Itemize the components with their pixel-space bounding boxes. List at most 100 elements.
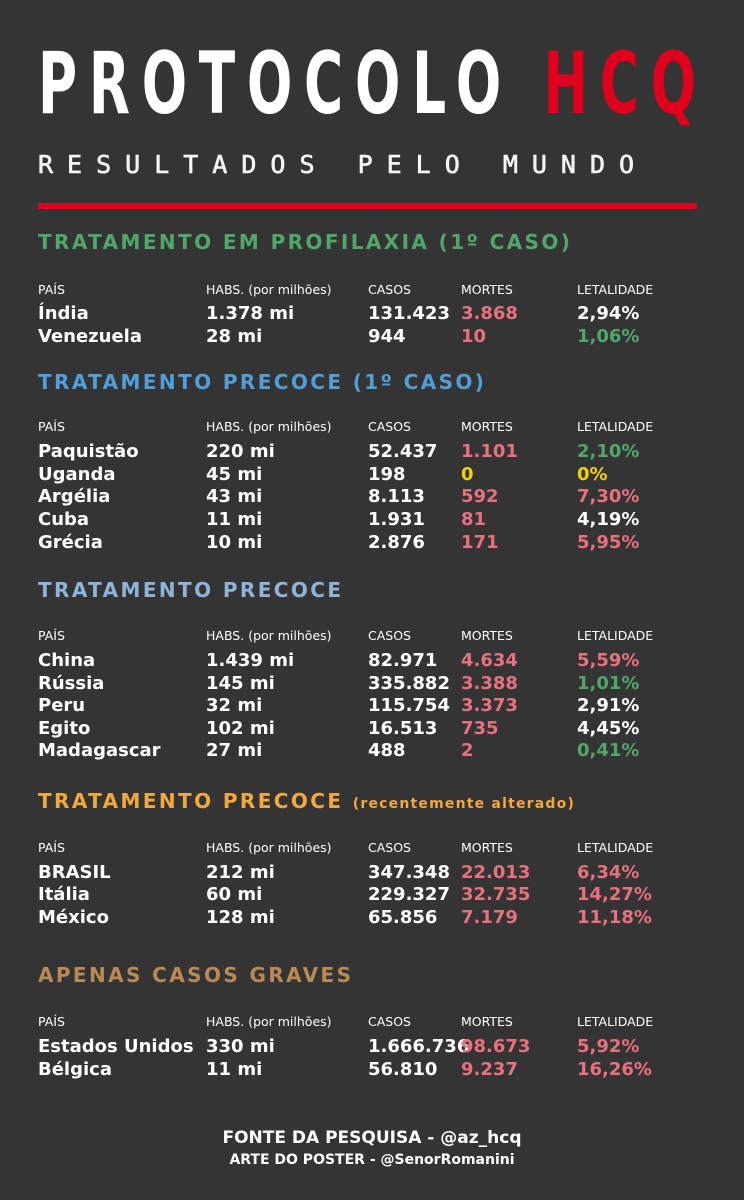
section-title-text: APENAS CASOS GRAVES [38,963,354,987]
table-row: Argélia 43 mi 8.113 592 7,30% [0,486,744,508]
section-title-note: (recentemente alterado) [352,796,576,812]
header-habs: HABS. (por milhões) [206,840,332,855]
cell-pais: Cuba [38,509,90,530]
cell-casos: 1.666.736 [368,1036,470,1057]
cell-pais: Estados Unidos [38,1036,194,1057]
cell-habs: 330 mi [206,1036,275,1057]
table-row: Itália 60 mi 229.327 32.735 14,27% [0,884,744,906]
header-letalidade: LETALIDADE [577,1014,654,1029]
cell-mortes: 3.388 [461,673,518,694]
header-mortes: MORTES [461,419,513,434]
cell-letalidade: 6,34% [577,862,640,883]
cell-mortes: 592 [461,486,499,507]
cell-mortes: 3.868 [461,303,518,324]
table-row: México 128 mi 65.856 7.179 11,18% [0,907,744,929]
table-header: PAÍS HABS. (por milhões) CASOS MORTES LE… [0,840,744,856]
header-casos: CASOS [368,282,411,297]
cell-habs: 43 mi [206,486,263,507]
cell-pais: Grécia [38,532,103,553]
header-pais: PAÍS [38,419,65,434]
table-header: PAÍS HABS. (por milhões) CASOS MORTES LE… [0,1014,744,1030]
section-title-casos-graves: APENAS CASOS GRAVES [38,963,353,987]
header-casos: CASOS [368,1014,411,1029]
cell-casos: 2.876 [368,532,425,553]
footer-art-credit: ARTE DO POSTER - @SenorRomanini [229,1152,515,1168]
header-mortes: MORTES [461,1014,513,1029]
header-pais: PAÍS [38,1014,65,1029]
cell-habs: 102 mi [206,718,275,739]
cell-letalidade: 5,95% [577,532,640,553]
table-row: Paquistão 220 mi 52.437 1.101 2,10% [0,441,744,463]
cell-casos: 335.882 [368,673,450,694]
section-title-text: TRATAMENTO PRECOCE [38,789,344,813]
cell-mortes: 0 [461,464,474,485]
cell-letalidade: 1,01% [577,673,640,694]
table-row: Estados Unidos 330 mi 1.666.736 98.673 5… [0,1036,744,1058]
cell-mortes: 171 [461,532,499,553]
cell-mortes: 22.013 [461,862,531,883]
cell-casos: 82.971 [368,650,438,671]
cell-pais: Índia [38,303,89,324]
cell-mortes: 4.634 [461,650,518,671]
cell-habs: 1.439 mi [206,650,295,671]
cell-mortes: 9.237 [461,1059,518,1080]
cell-mortes: 735 [461,718,499,739]
cell-habs: 32 mi [206,695,263,716]
section-title-text: TRATAMENTO EM PROFILAXIA (1º CASO) [38,230,573,254]
cell-habs: 128 mi [206,907,275,928]
cell-letalidade: 0% [577,464,608,485]
cell-habs: 212 mi [206,862,275,883]
cell-pais: China [38,650,96,671]
section-title-text: TRATAMENTO PRECOCE [38,578,344,602]
section-title-profilaxia: TRATAMENTO EM PROFILAXIA (1º CASO) [38,230,572,254]
cell-casos: 115.754 [368,695,450,716]
cell-habs: 28 mi [206,326,263,347]
section-title-precoce-1: TRATAMENTO PRECOCE (1º CASO) [38,370,486,394]
cell-mortes: 2 [461,740,474,761]
cell-letalidade: 11,18% [577,907,652,928]
cell-pais: Uganda [38,464,116,485]
table-row: China 1.439 mi 82.971 4.634 5,59% [0,650,744,672]
table-row: Bélgica 11 mi 56.810 9.237 16,26% [0,1059,744,1081]
cell-casos: 944 [368,326,406,347]
header-letalidade: LETALIDADE [577,282,654,297]
cell-habs: 11 mi [206,1059,263,1080]
cell-pais: BRASIL [38,862,111,883]
cell-casos: 8.113 [368,486,425,507]
header-pais: PAÍS [38,840,65,855]
cell-mortes: 3.373 [461,695,518,716]
cell-letalidade: 7,30% [577,486,640,507]
cell-casos: 347.348 [368,862,450,883]
table-row: Cuba 11 mi 1.931 81 4,19% [0,509,744,531]
table-row: Venezuela 28 mi 944 10 1,06% [0,326,744,348]
header-habs: HABS. (por milhões) [206,1014,332,1029]
cell-letalidade: 14,27% [577,884,652,905]
cell-pais: Paquistão [38,441,139,462]
title-highlight: HCQ [543,34,708,134]
cell-pais: México [38,907,109,928]
header-letalidade: LETALIDADE [577,419,654,434]
cell-casos: 229.327 [368,884,450,905]
cell-pais: Venezuela [38,326,142,347]
cell-pais: Argélia [38,486,111,507]
cell-letalidade: 1,06% [577,326,640,347]
cell-casos: 131.423 [368,303,450,324]
poster-title: PROTOCOLO HCQ [38,36,696,132]
cell-mortes: 32.735 [461,884,531,905]
cell-pais: Rússia [38,673,105,694]
cell-casos: 56.810 [368,1059,438,1080]
cell-mortes: 7.179 [461,907,518,928]
cell-letalidade: 4,19% [577,509,640,530]
header-pais: PAÍS [38,628,65,643]
cell-pais: Egito [38,718,91,739]
table-row: Uganda 45 mi 198 0 0% [0,464,744,486]
cell-letalidade: 4,45% [577,718,640,739]
cell-casos: 1.931 [368,509,425,530]
cell-habs: 27 mi [206,740,263,761]
cell-habs: 45 mi [206,464,263,485]
cell-casos: 488 [368,740,406,761]
footer-source: FONTE DA PESQUISA - @az_hcq [222,1128,522,1148]
title-divider [38,203,697,209]
cell-habs: 60 mi [206,884,263,905]
header-letalidade: LETALIDADE [577,628,654,643]
